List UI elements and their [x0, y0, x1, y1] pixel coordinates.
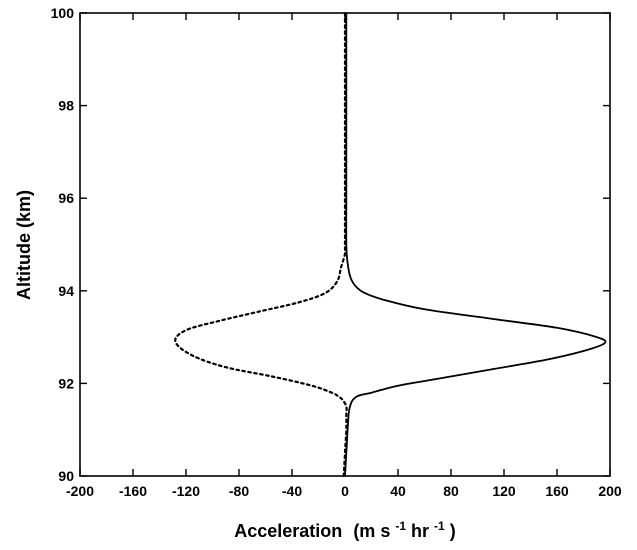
y-tick-label: 94 — [58, 283, 74, 299]
x-tick-label: 40 — [390, 483, 406, 499]
x-axis-title-units-exp1: -1 — [395, 519, 406, 533]
y-axis-title: Altitude (km) — [14, 190, 34, 300]
x-axis-title: Acceleration (m s -1 hr -1 ) — [234, 519, 455, 541]
y-axis-ticks: 90 92 94 96 98 100 — [51, 5, 610, 484]
x-tick-label: -120 — [172, 483, 200, 499]
x-tick-label: 200 — [598, 483, 622, 499]
y-tick-label: 98 — [58, 98, 74, 114]
x-tick-label: 120 — [492, 483, 516, 499]
series-line-solid — [344, 12, 607, 477]
x-axis-title-units-mid: hr — [411, 521, 429, 541]
x-axis-title-main: Acceleration — [234, 521, 342, 541]
y-tick-label: 96 — [58, 190, 74, 206]
y-tick-label: 92 — [58, 375, 74, 391]
series-line-dotted — [174, 11, 348, 478]
x-tick-label: 160 — [545, 483, 569, 499]
x-tick-label: -40 — [282, 483, 302, 499]
y-tick-label: 100 — [51, 5, 75, 21]
x-tick-label: -200 — [66, 483, 94, 499]
y-tick-label: 90 — [58, 468, 74, 484]
x-axis-title-units-close: ) — [450, 521, 456, 541]
x-tick-label: -160 — [119, 483, 147, 499]
x-tick-label: 0 — [341, 483, 349, 499]
x-tick-label: 80 — [443, 483, 459, 499]
x-tick-label: -80 — [229, 483, 249, 499]
x-axis-title-units-open: (m s — [353, 521, 390, 541]
series-layer — [174, 11, 607, 478]
x-axis-title-units-exp2: -1 — [434, 519, 445, 533]
